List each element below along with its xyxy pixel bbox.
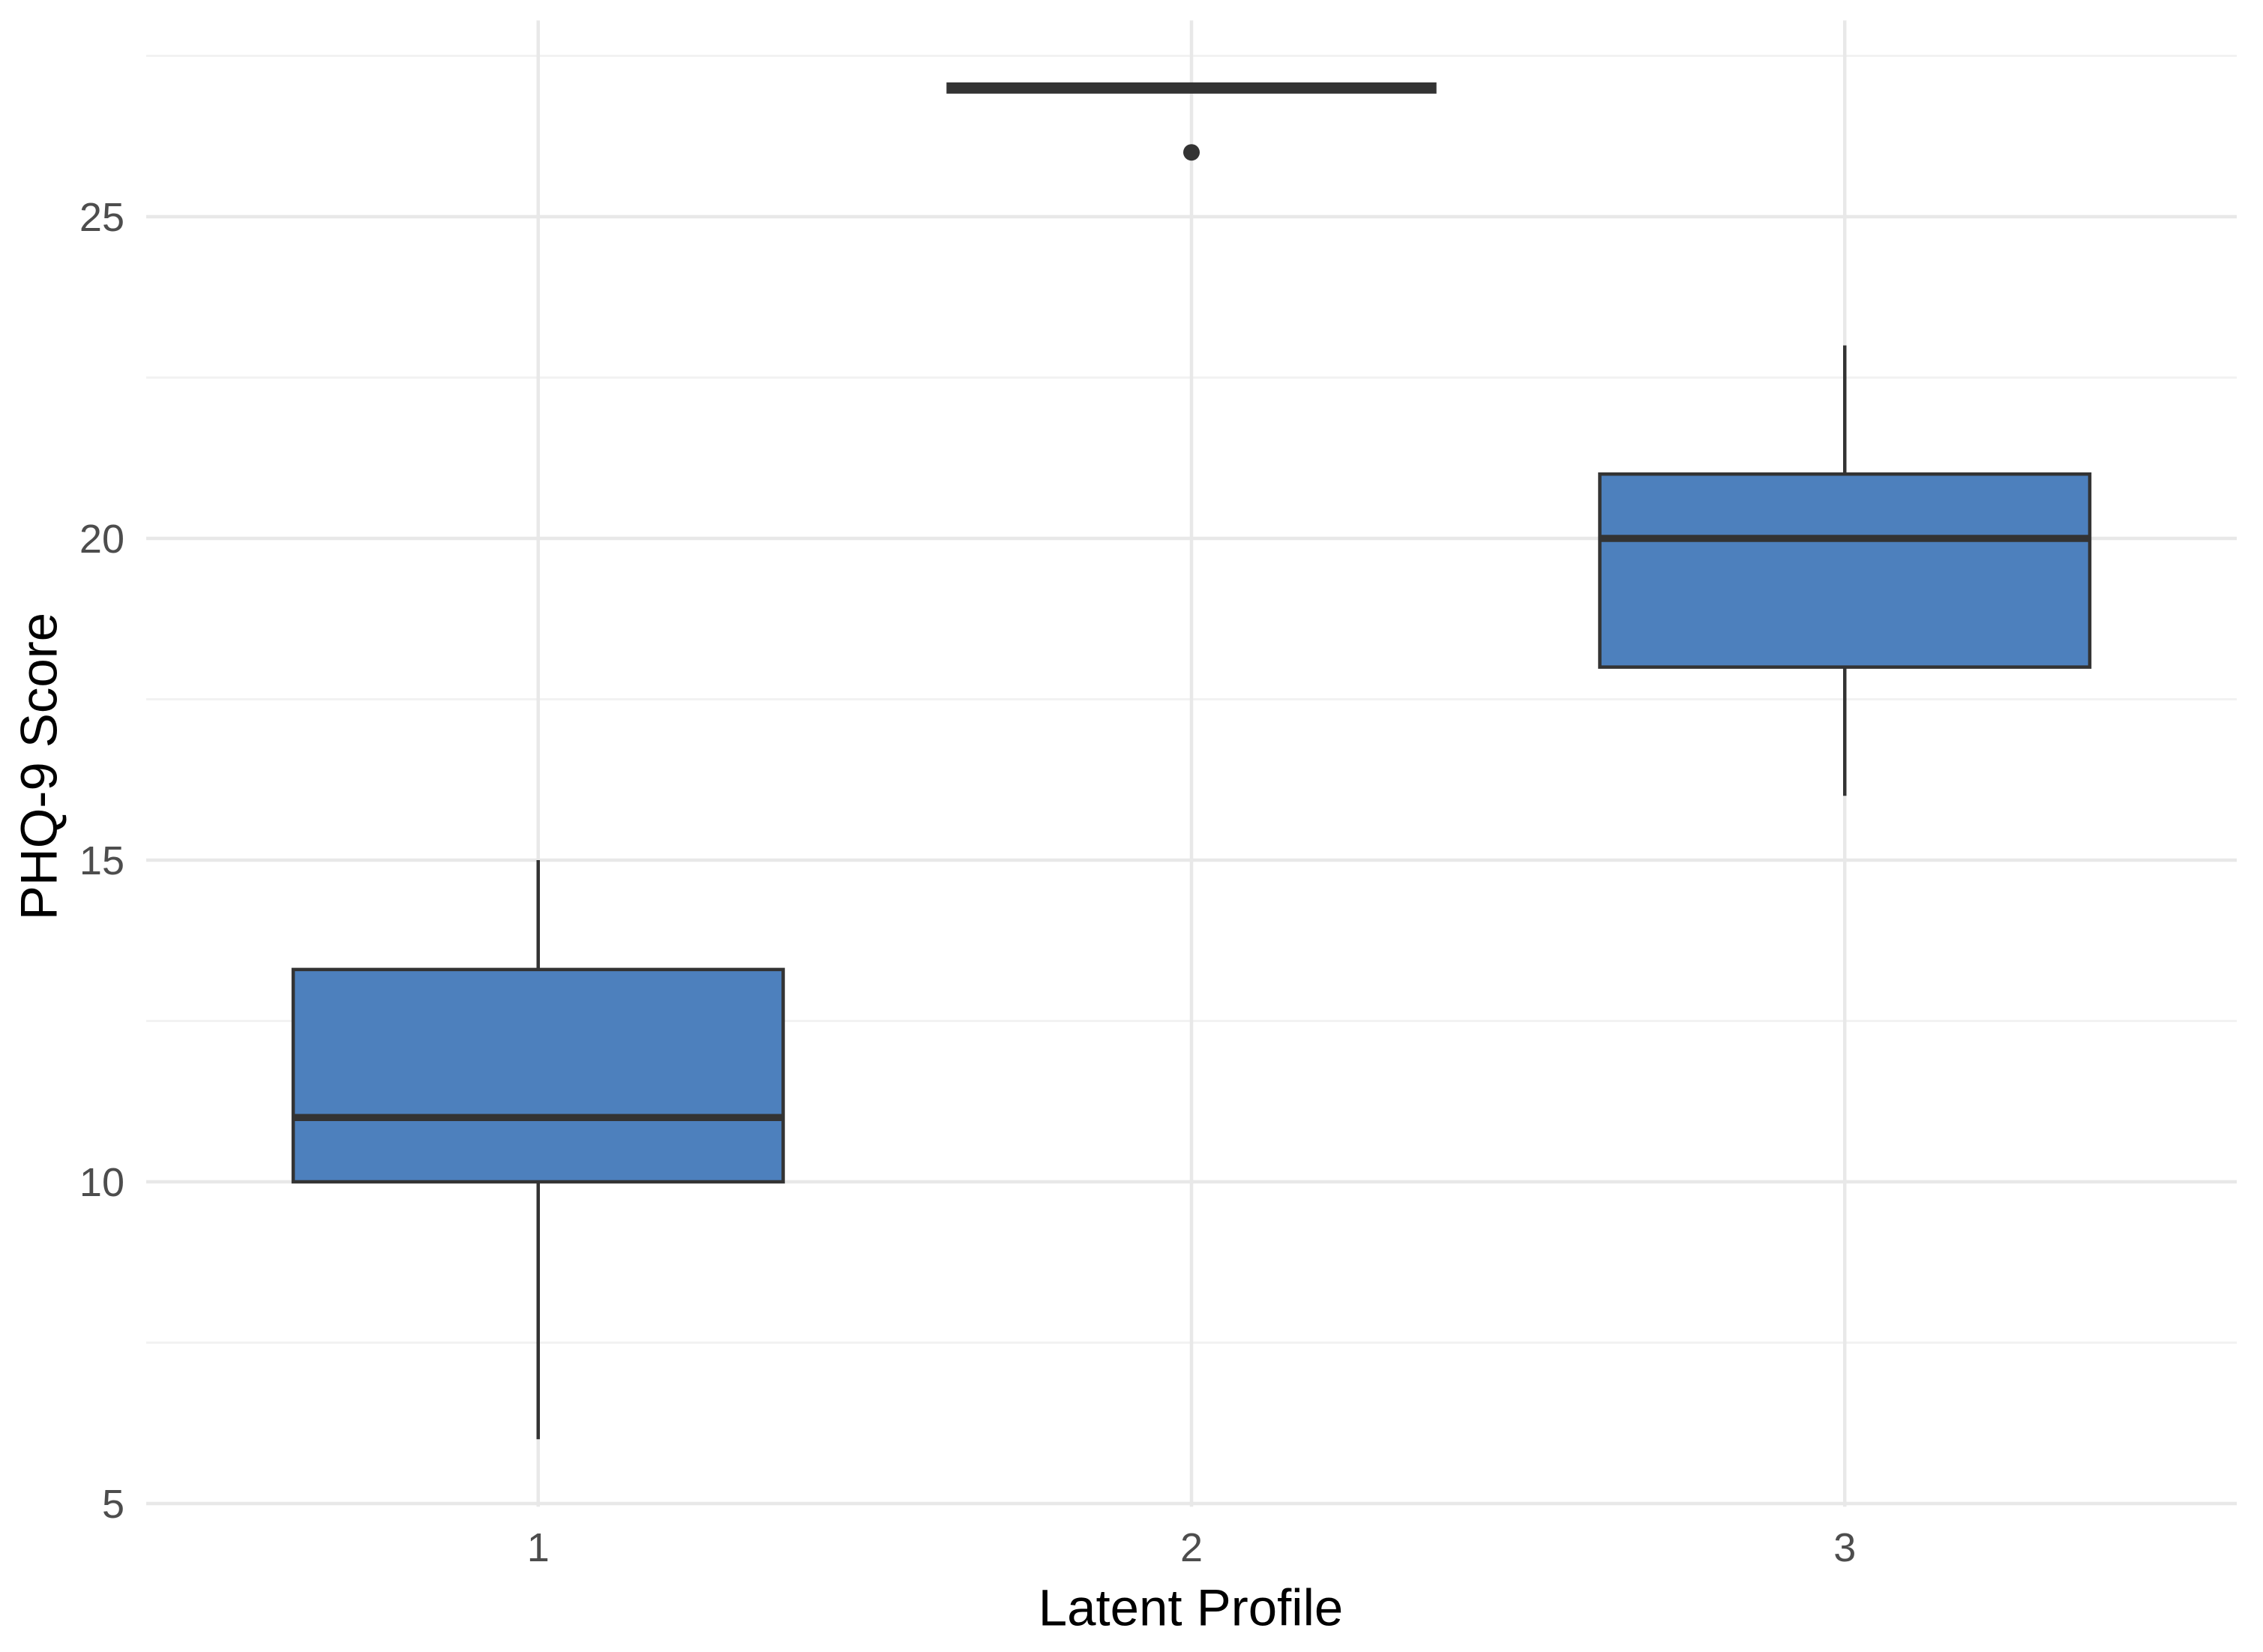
y-tick-label: 5 <box>102 1482 124 1527</box>
x-tick-label: 3 <box>1833 1525 1856 1570</box>
boxplot-box <box>1598 472 2092 669</box>
y-tick-label: 25 <box>79 195 124 240</box>
x-tick-label: 1 <box>527 1525 550 1570</box>
outlier-point <box>1183 144 1200 161</box>
y-tick-label: 15 <box>79 838 124 883</box>
x-axis-title: Latent Profile <box>1038 1579 1344 1637</box>
y-tick-label: 20 <box>79 517 124 562</box>
boxplot-box <box>291 967 785 1184</box>
x-tick-label: 2 <box>1180 1525 1203 1570</box>
y-axis-title: PHQ-9 Score <box>10 612 68 921</box>
y-tick-label: 10 <box>79 1160 124 1205</box>
